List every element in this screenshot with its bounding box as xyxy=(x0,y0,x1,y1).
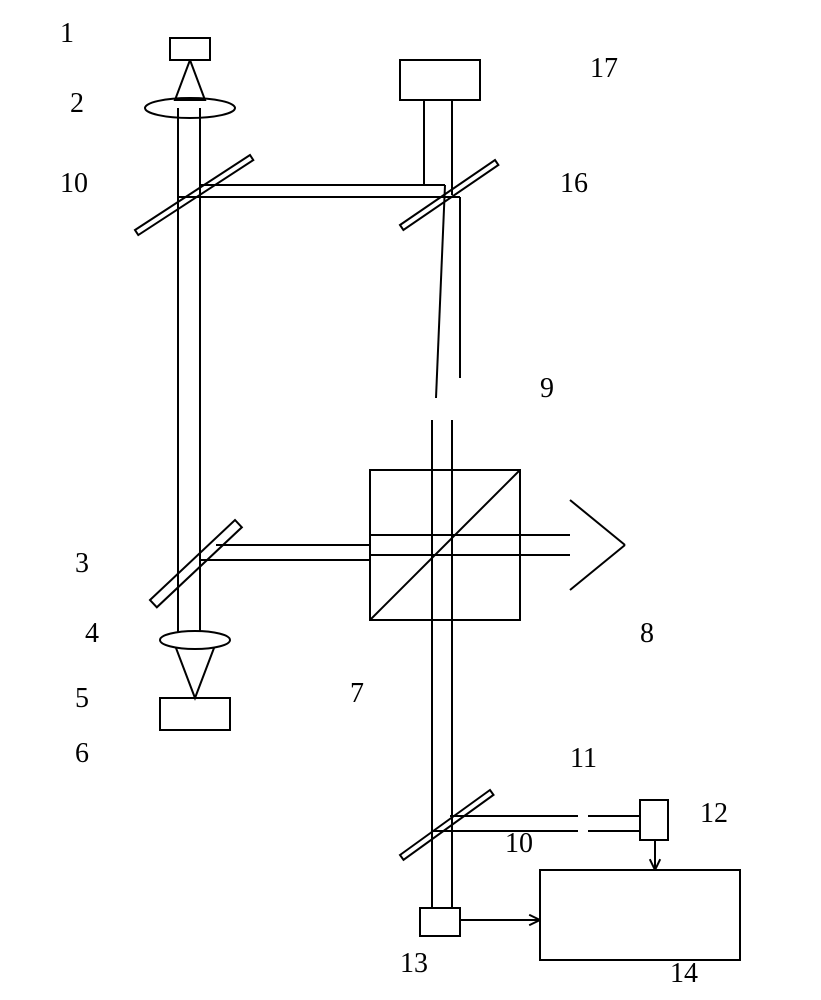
label-8: 8 xyxy=(640,618,654,650)
label-10a: 10 xyxy=(60,168,88,200)
optical-diagram xyxy=(0,0,821,1000)
label-3: 3 xyxy=(75,548,89,580)
label-16: 16 xyxy=(560,168,588,200)
label-12: 12 xyxy=(700,798,728,830)
label-7: 7 xyxy=(350,678,364,710)
label-5: 5 xyxy=(75,683,89,715)
label-13: 13 xyxy=(400,948,428,980)
label-17: 17 xyxy=(590,53,618,85)
label-9: 9 xyxy=(540,373,554,405)
label-10b: 10 xyxy=(505,828,533,860)
label-11: 11 xyxy=(570,743,597,775)
label-1: 1 xyxy=(60,18,74,50)
label-14: 14 xyxy=(670,958,698,990)
label-6: 6 xyxy=(75,738,89,770)
label-4: 4 xyxy=(85,618,99,650)
label-2: 2 xyxy=(70,88,84,120)
